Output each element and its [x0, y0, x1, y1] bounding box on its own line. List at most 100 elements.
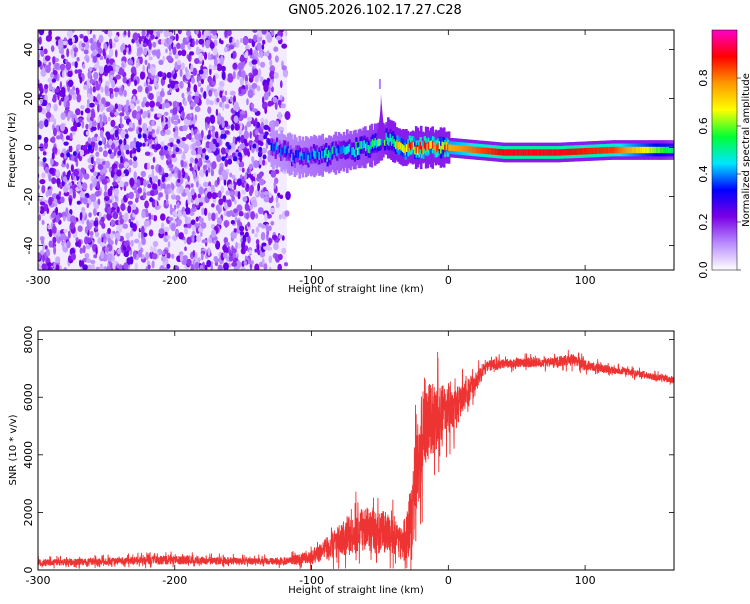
noise-cell: [53, 261, 56, 270]
noise-cell: [174, 130, 179, 136]
snr-y-tick-label: 8000: [22, 326, 35, 354]
track-core: [297, 150, 300, 158]
track-core: [493, 148, 496, 155]
noise-cell: [208, 30, 211, 38]
noise-cell: [250, 260, 254, 265]
track-core: [605, 147, 608, 154]
noise-cell: [199, 217, 204, 224]
track-core: [560, 149, 563, 156]
noise-cell: [210, 264, 213, 270]
noise-cell: [88, 212, 92, 218]
track-core: [416, 147, 419, 155]
spectrogram-x-tick-label: -300: [26, 274, 51, 287]
noise-cell: [128, 191, 134, 200]
noise-cell: [240, 266, 246, 270]
noise-cell: [38, 134, 42, 140]
noise-cell: [206, 134, 211, 140]
noise-cell: [118, 264, 123, 270]
noise-cell: [247, 221, 251, 228]
track-core: [516, 149, 519, 156]
noise-cell: [116, 224, 123, 234]
noise-cell: [85, 56, 90, 63]
noise-cell: [99, 105, 106, 111]
noise-cell: [91, 136, 97, 142]
noise-cell: [238, 161, 245, 168]
track-core: [370, 141, 373, 149]
noise-cell: [76, 93, 82, 103]
track-core: [520, 149, 523, 156]
noise-cell: [273, 180, 277, 190]
noise-cell: [263, 191, 270, 196]
noise-cell: [179, 81, 184, 89]
noise-cell: [65, 207, 69, 216]
track-core: [302, 152, 304, 161]
noise-cell: [61, 70, 65, 78]
noise-cell: [85, 130, 90, 136]
track-core: [497, 148, 500, 156]
snr-y-label: SNR (10 * v/v): [8, 414, 19, 485]
noise-cell: [200, 87, 204, 93]
noise-cell: [258, 146, 263, 152]
noise-cell: [149, 190, 156, 197]
noise-cell: [128, 159, 133, 166]
noise-cell: [164, 111, 169, 116]
noise-cell: [63, 99, 67, 108]
track-core: [565, 148, 568, 156]
track-core: [425, 142, 428, 151]
noise-cell: [92, 50, 98, 56]
track-core: [453, 144, 456, 152]
noise-cell: [178, 232, 184, 240]
noise-cell: [213, 239, 217, 245]
noise-cell: [195, 39, 199, 45]
spectrogram-y-label: Frequency (Hz): [7, 112, 18, 188]
noise-cell: [173, 120, 179, 126]
noise-cell: [143, 82, 147, 88]
spectrogram-noise-region: [38, 30, 291, 270]
noise-cell: [67, 38, 74, 46]
track-core: [549, 149, 552, 156]
track-core: [336, 148, 339, 157]
noise-cell: [247, 89, 254, 98]
spectrogram-y-tick-label: 40: [22, 43, 35, 57]
track-core: [348, 144, 351, 152]
noise-cell: [277, 263, 282, 270]
noise-cell: [229, 255, 234, 262]
noise-cell: [216, 154, 222, 163]
noise-cell: [60, 233, 66, 240]
noise-cell: [197, 82, 202, 87]
noise-cell: [63, 215, 66, 222]
noise-cell: [224, 30, 228, 38]
noise-cell: [244, 245, 249, 252]
noise-cell: [221, 156, 226, 162]
track-core: [422, 146, 425, 155]
noise-cell: [200, 231, 203, 237]
noise-cell: [281, 65, 287, 71]
track-core: [366, 141, 369, 150]
noise-cell: [253, 160, 259, 169]
track-core: [507, 149, 510, 156]
noise-cell: [154, 137, 158, 144]
noise-cell: [269, 120, 275, 129]
noise-cell: [133, 171, 137, 180]
track-core: [449, 144, 452, 151]
noise-cell: [69, 188, 73, 195]
track-core: [504, 149, 507, 156]
noise-cell: [104, 254, 108, 262]
noise-cell: [110, 219, 116, 226]
spectrogram-x-tick-label: -100: [299, 274, 324, 287]
noise-cell: [186, 134, 191, 140]
noise-cell: [268, 225, 272, 231]
track-core: [567, 148, 570, 156]
noise-cell: [110, 119, 116, 128]
noise-cell: [50, 212, 57, 219]
noise-cell: [163, 145, 168, 151]
noise-cell: [185, 67, 188, 72]
noise-cell: [247, 235, 251, 244]
noise-cell: [216, 97, 220, 103]
track-core: [623, 146, 626, 154]
noise-cell: [142, 42, 148, 48]
noise-cell: [120, 155, 124, 164]
noise-cell: [254, 232, 259, 238]
track-core: [665, 146, 668, 154]
noise-cell: [50, 45, 55, 52]
